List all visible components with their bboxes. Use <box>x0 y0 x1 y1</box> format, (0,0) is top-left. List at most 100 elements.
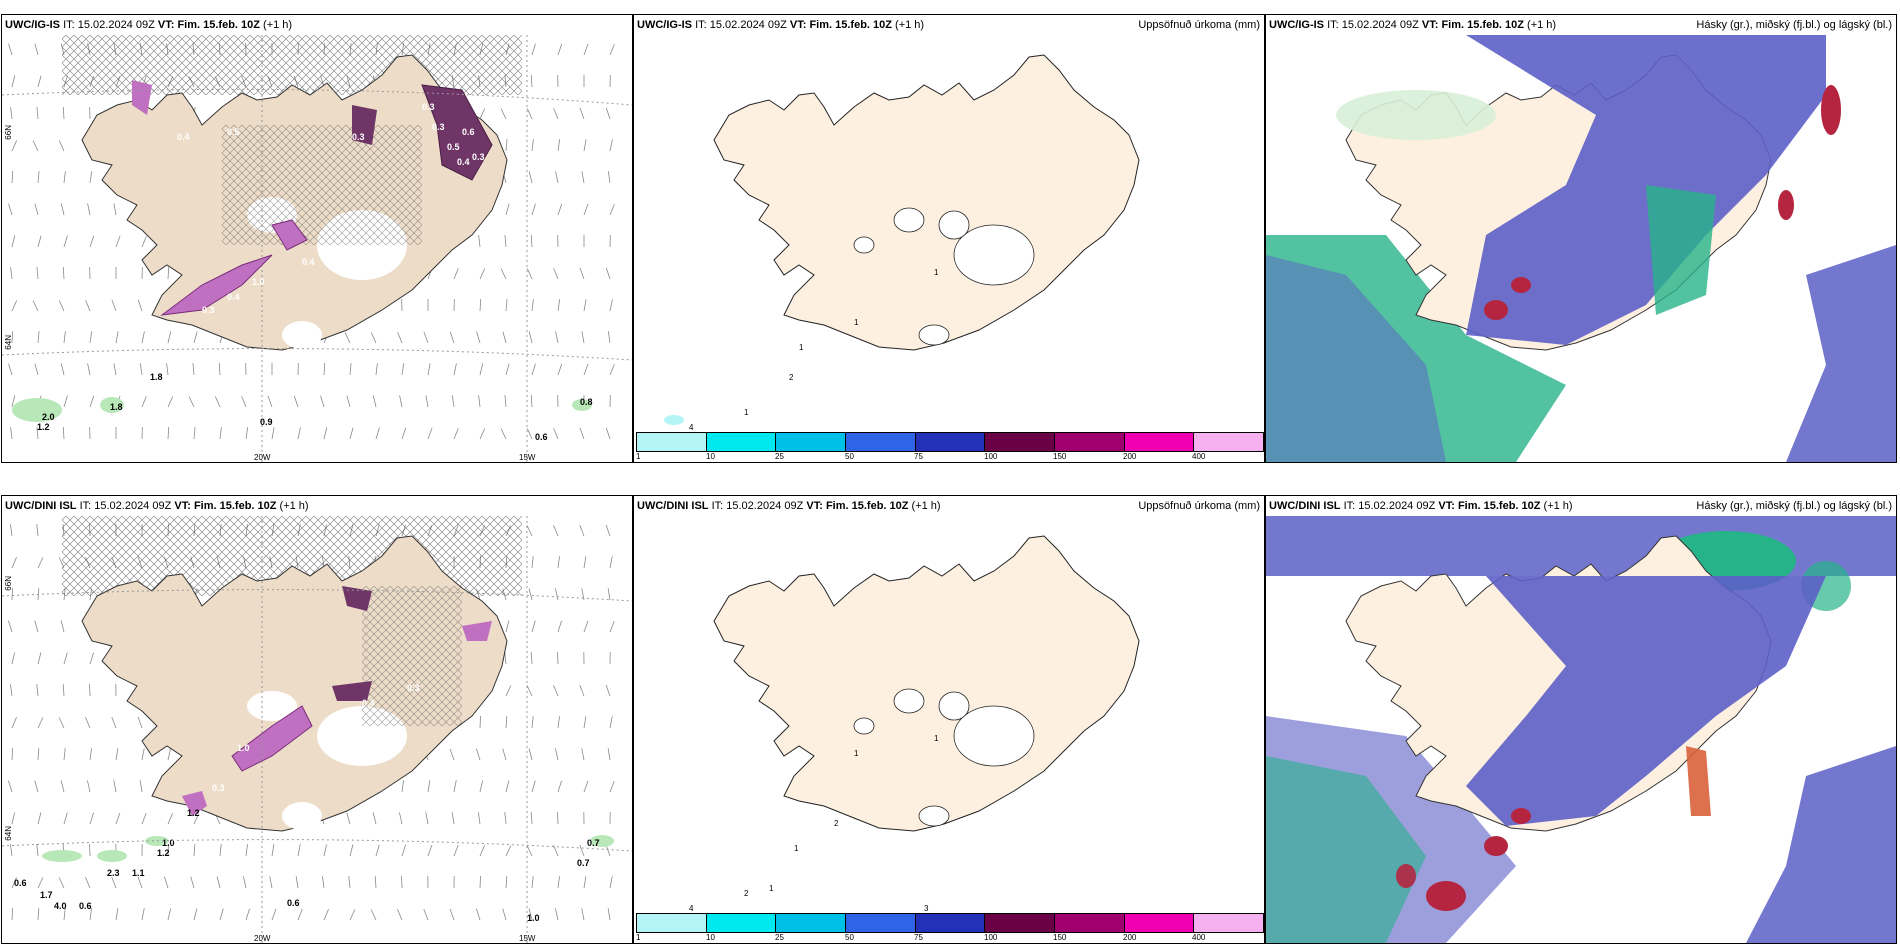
wind-barb <box>609 204 615 216</box>
wind-barb <box>553 685 559 697</box>
wind-barb <box>453 363 457 376</box>
tick: 100 <box>984 933 998 942</box>
wind-barb <box>85 877 91 889</box>
svg-text:2.0: 2.0 <box>42 412 55 422</box>
wind-barb <box>346 812 351 825</box>
wind-barb <box>190 876 195 889</box>
wind-barb <box>451 812 455 825</box>
wind-barb <box>34 780 39 793</box>
wind-barb <box>11 140 18 152</box>
svg-text:1.2: 1.2 <box>187 808 200 818</box>
wind-barb <box>167 843 169 857</box>
wind-barb <box>63 908 66 921</box>
wind-barb <box>295 876 299 889</box>
wind-barb <box>502 331 507 344</box>
wind-barb <box>476 908 481 921</box>
wind-barb <box>609 716 613 729</box>
svg-text:0.1: 0.1 <box>167 342 180 352</box>
wind-barb <box>297 908 303 921</box>
svg-text:2: 2 <box>834 819 839 828</box>
wind-barb <box>219 844 222 857</box>
wind-barb <box>193 427 196 440</box>
wind-barb <box>530 75 533 88</box>
svg-text:0.4: 0.4 <box>362 698 375 708</box>
svg-text:1.2: 1.2 <box>157 848 170 858</box>
init-time: 15.02.2024 09Z <box>77 19 155 31</box>
tick: 25 <box>775 933 784 942</box>
wind-barb <box>11 331 14 344</box>
wind-barb <box>375 363 378 376</box>
wind-barb <box>63 171 66 184</box>
tick: 25 <box>775 452 784 461</box>
svg-text:0.6: 0.6 <box>287 898 300 908</box>
wind-barb <box>37 812 42 825</box>
wind-barb <box>34 620 39 633</box>
wind-barb <box>479 108 486 120</box>
vt-label: VT: <box>174 500 191 512</box>
wind-barb <box>423 331 429 344</box>
panel-precip-dini: UWC/DINI ISL IT: 15.02.2024 09Z VT: Fim.… <box>633 495 1265 944</box>
cloud-map <box>1266 35 1896 462</box>
wind-barb <box>505 620 510 633</box>
wind-barb <box>58 717 65 729</box>
panel-wind-dini: UWC/DINI ISL IT: 15.02.2024 09Z VT: Fim.… <box>1 495 633 944</box>
wind-barb <box>344 332 351 344</box>
wind-barb <box>553 845 559 857</box>
tick: 150 <box>1053 452 1067 461</box>
wind-barb <box>11 907 13 921</box>
wind-barb <box>531 556 534 569</box>
wind-barb <box>32 300 39 312</box>
wind-barb <box>164 876 169 889</box>
wind-barb <box>62 684 65 697</box>
wind-barb <box>87 780 91 793</box>
svg-text:2: 2 <box>789 373 794 382</box>
wind-barb <box>323 909 329 921</box>
wind-barb <box>115 331 119 344</box>
wind-barb <box>89 683 91 697</box>
wind-barb <box>531 780 536 793</box>
lon-label-15w: 15W <box>519 934 536 943</box>
it-label: IT: <box>1327 19 1339 31</box>
wind-barb <box>502 908 507 921</box>
wind-barb <box>505 139 508 152</box>
wind-barb <box>36 267 39 280</box>
wind-barb <box>193 844 196 857</box>
wind-barb <box>37 748 40 761</box>
wind-barb <box>193 908 198 921</box>
tick: 50 <box>845 933 854 942</box>
wind-barb <box>557 203 563 216</box>
colorbar-ticks: 1 10 25 50 75 100 150 200 400 <box>636 452 1262 462</box>
lead-time: (+1 h) <box>1527 19 1557 31</box>
vt-label: VT: <box>1438 500 1455 512</box>
wind-barb <box>557 651 559 665</box>
svg-text:1: 1 <box>854 318 859 327</box>
field-title: Hásky (gr.), miðský (fj.bl.) og lágský (… <box>1696 500 1892 512</box>
wind-barb <box>401 363 405 376</box>
valid-time: Fim. 15.feb. 10Z <box>193 500 277 512</box>
wind-barb <box>167 748 171 761</box>
tick: 150 <box>1053 933 1067 942</box>
wind-barb <box>63 812 68 825</box>
wind-map: 0.30.30.5 0.60.4 0.3 1.00.40.3 0.30.10.4 … <box>2 35 632 462</box>
field-title: Hásky (gr.), miðský (fj.bl.) og lágský (… <box>1696 19 1892 31</box>
svg-text:0.4: 0.4 <box>227 292 240 302</box>
wind-barb <box>505 203 510 216</box>
wind-barb <box>137 876 143 889</box>
wind-barb <box>62 107 65 120</box>
wind-barb <box>63 395 68 408</box>
wind-barb <box>526 525 533 537</box>
model-name: UWC/IG-IS <box>1269 19 1324 31</box>
wind-barb <box>425 812 429 825</box>
wind-barb <box>530 812 533 825</box>
wind-barb <box>37 877 44 889</box>
wind-barb <box>37 908 40 921</box>
init-time: 15.02.2024 09Z <box>1358 500 1436 512</box>
wind-barb <box>449 908 455 921</box>
wind-barb <box>34 363 39 376</box>
wind-barb <box>36 844 39 857</box>
wind-barb <box>609 620 615 633</box>
wind-barb <box>478 235 481 248</box>
wind-barb <box>87 363 91 376</box>
wind-barb <box>581 748 585 761</box>
wind-barb <box>557 620 562 633</box>
